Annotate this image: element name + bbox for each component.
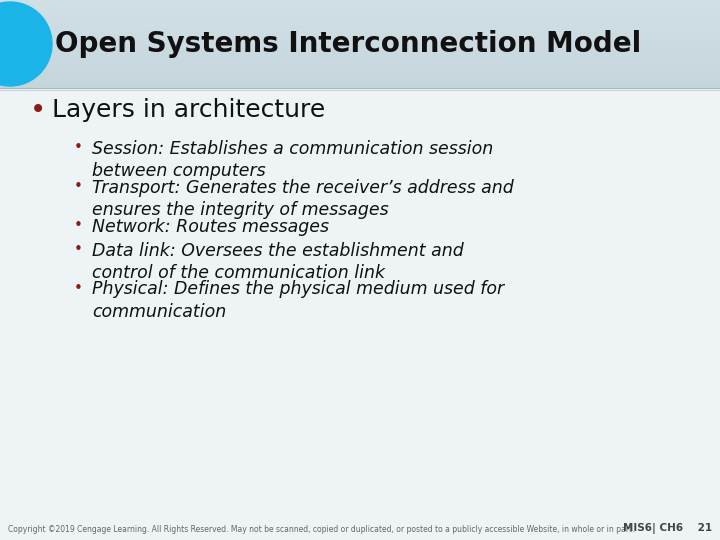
Bar — [0, 52, 720, 56]
Bar — [0, 88, 720, 540]
Bar — [0, 55, 720, 59]
Text: Copyright ©2019 Cengage Learning. All Rights Reserved. May not be scanned, copie: Copyright ©2019 Cengage Learning. All Ri… — [8, 525, 634, 534]
Bar — [0, 37, 720, 41]
Bar — [0, 84, 720, 88]
Bar — [0, 11, 720, 15]
Bar — [0, 31, 720, 35]
Bar — [0, 28, 720, 32]
Text: Data link: Oversees the establishment and
control of the communication link: Data link: Oversees the establishment an… — [92, 241, 464, 282]
Text: Transport: Generates the receiver’s address and
ensures the integrity of message: Transport: Generates the receiver’s addr… — [92, 179, 514, 219]
Circle shape — [0, 2, 52, 86]
Bar — [0, 46, 720, 50]
Bar — [0, 5, 720, 9]
Bar — [0, 81, 720, 85]
Bar — [0, 8, 720, 12]
Text: MIS6| CH6    21: MIS6| CH6 21 — [623, 523, 712, 534]
Bar — [0, 14, 720, 18]
Text: Session: Establishes a communication session
between computers: Session: Establishes a communication ses… — [92, 140, 493, 180]
Text: Physical: Defines the physical medium used for
communication: Physical: Defines the physical medium us… — [92, 280, 504, 321]
Bar — [0, 34, 720, 38]
Bar — [0, 75, 720, 79]
Bar — [0, 17, 720, 21]
Text: •: • — [73, 242, 82, 256]
Text: Layers in architecture: Layers in architecture — [52, 98, 325, 122]
Text: Network: Routes messages: Network: Routes messages — [92, 218, 329, 236]
Text: •: • — [73, 140, 82, 156]
Bar — [0, 23, 720, 26]
Bar — [0, 64, 720, 68]
Bar — [0, 66, 720, 70]
Bar — [0, 60, 720, 65]
Bar — [0, 49, 720, 53]
Text: Open Systems Interconnection Model: Open Systems Interconnection Model — [55, 30, 642, 58]
Bar — [0, 25, 720, 29]
Bar — [0, 0, 720, 3]
Bar — [0, 78, 720, 82]
Text: •: • — [73, 218, 82, 233]
Bar — [0, 40, 720, 44]
Bar — [0, 2, 720, 6]
Bar — [0, 58, 720, 62]
Text: •: • — [30, 96, 46, 124]
Bar — [0, 19, 720, 23]
Text: •: • — [73, 179, 82, 194]
Bar — [0, 72, 720, 76]
Bar — [0, 43, 720, 47]
Text: •: • — [73, 281, 82, 296]
Bar — [0, 70, 720, 73]
